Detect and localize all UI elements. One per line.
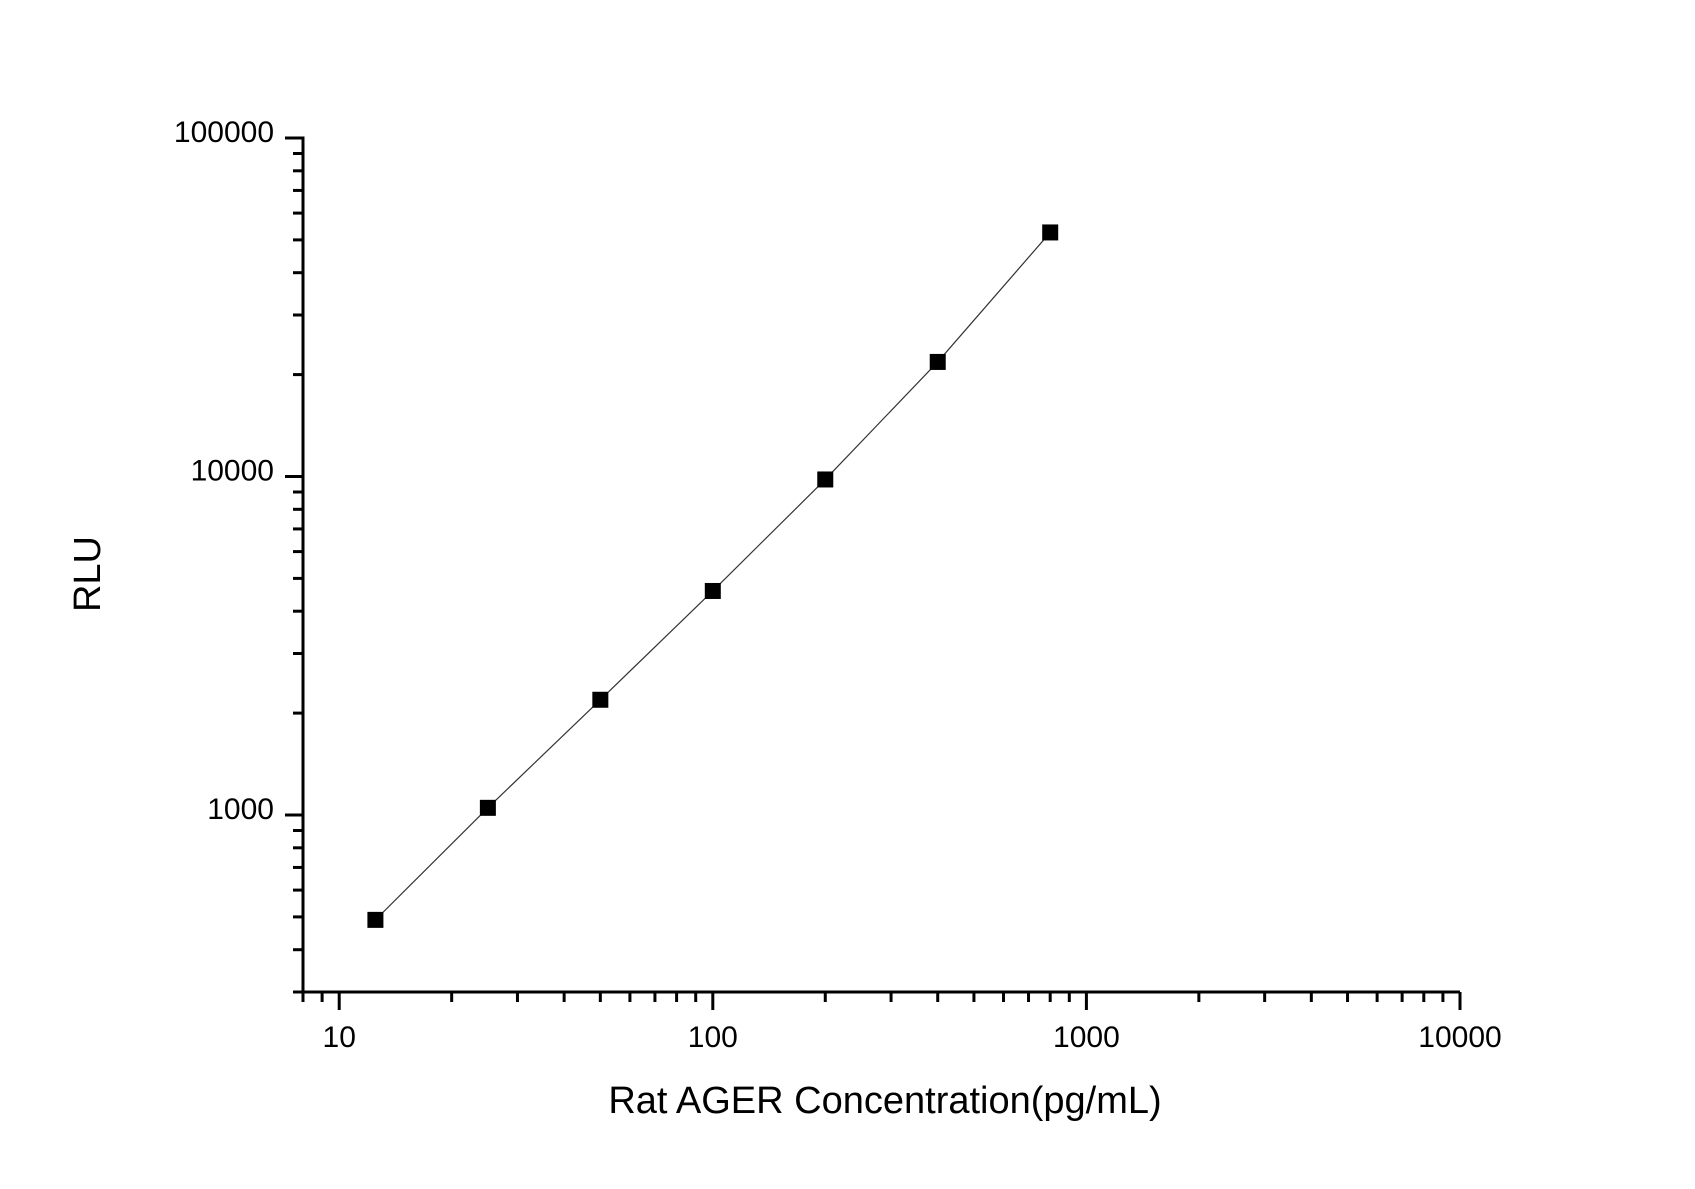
data-point-square-marker bbox=[929, 353, 946, 370]
x-tick-label: 100 bbox=[688, 1021, 738, 1054]
y-tick-label: 1000 bbox=[207, 793, 274, 826]
x-axis-title: Rat AGER Concentration(pg/mL) bbox=[608, 1080, 1161, 1122]
data-point-square-marker bbox=[592, 691, 609, 708]
data-point-square-marker bbox=[704, 582, 721, 599]
x-tick-label: 1000 bbox=[1053, 1021, 1120, 1054]
y-axis-title: RLU bbox=[67, 536, 109, 612]
fit-line bbox=[374, 232, 1051, 921]
y-tick-label: 100000 bbox=[174, 116, 274, 149]
axes: 10 100 1000 10000 1000 10000 100000 bbox=[174, 116, 1502, 1054]
data-point-square-marker bbox=[479, 799, 496, 816]
y-tick-label: 10000 bbox=[191, 455, 274, 488]
data-point-square-marker bbox=[1042, 224, 1059, 241]
x-tick-label: 10000 bbox=[1418, 1021, 1501, 1054]
data-point-square-marker bbox=[817, 471, 834, 488]
data-point-square-marker bbox=[367, 911, 384, 928]
plot-area bbox=[367, 224, 1059, 928]
x-tick-label: 10 bbox=[323, 1021, 356, 1054]
